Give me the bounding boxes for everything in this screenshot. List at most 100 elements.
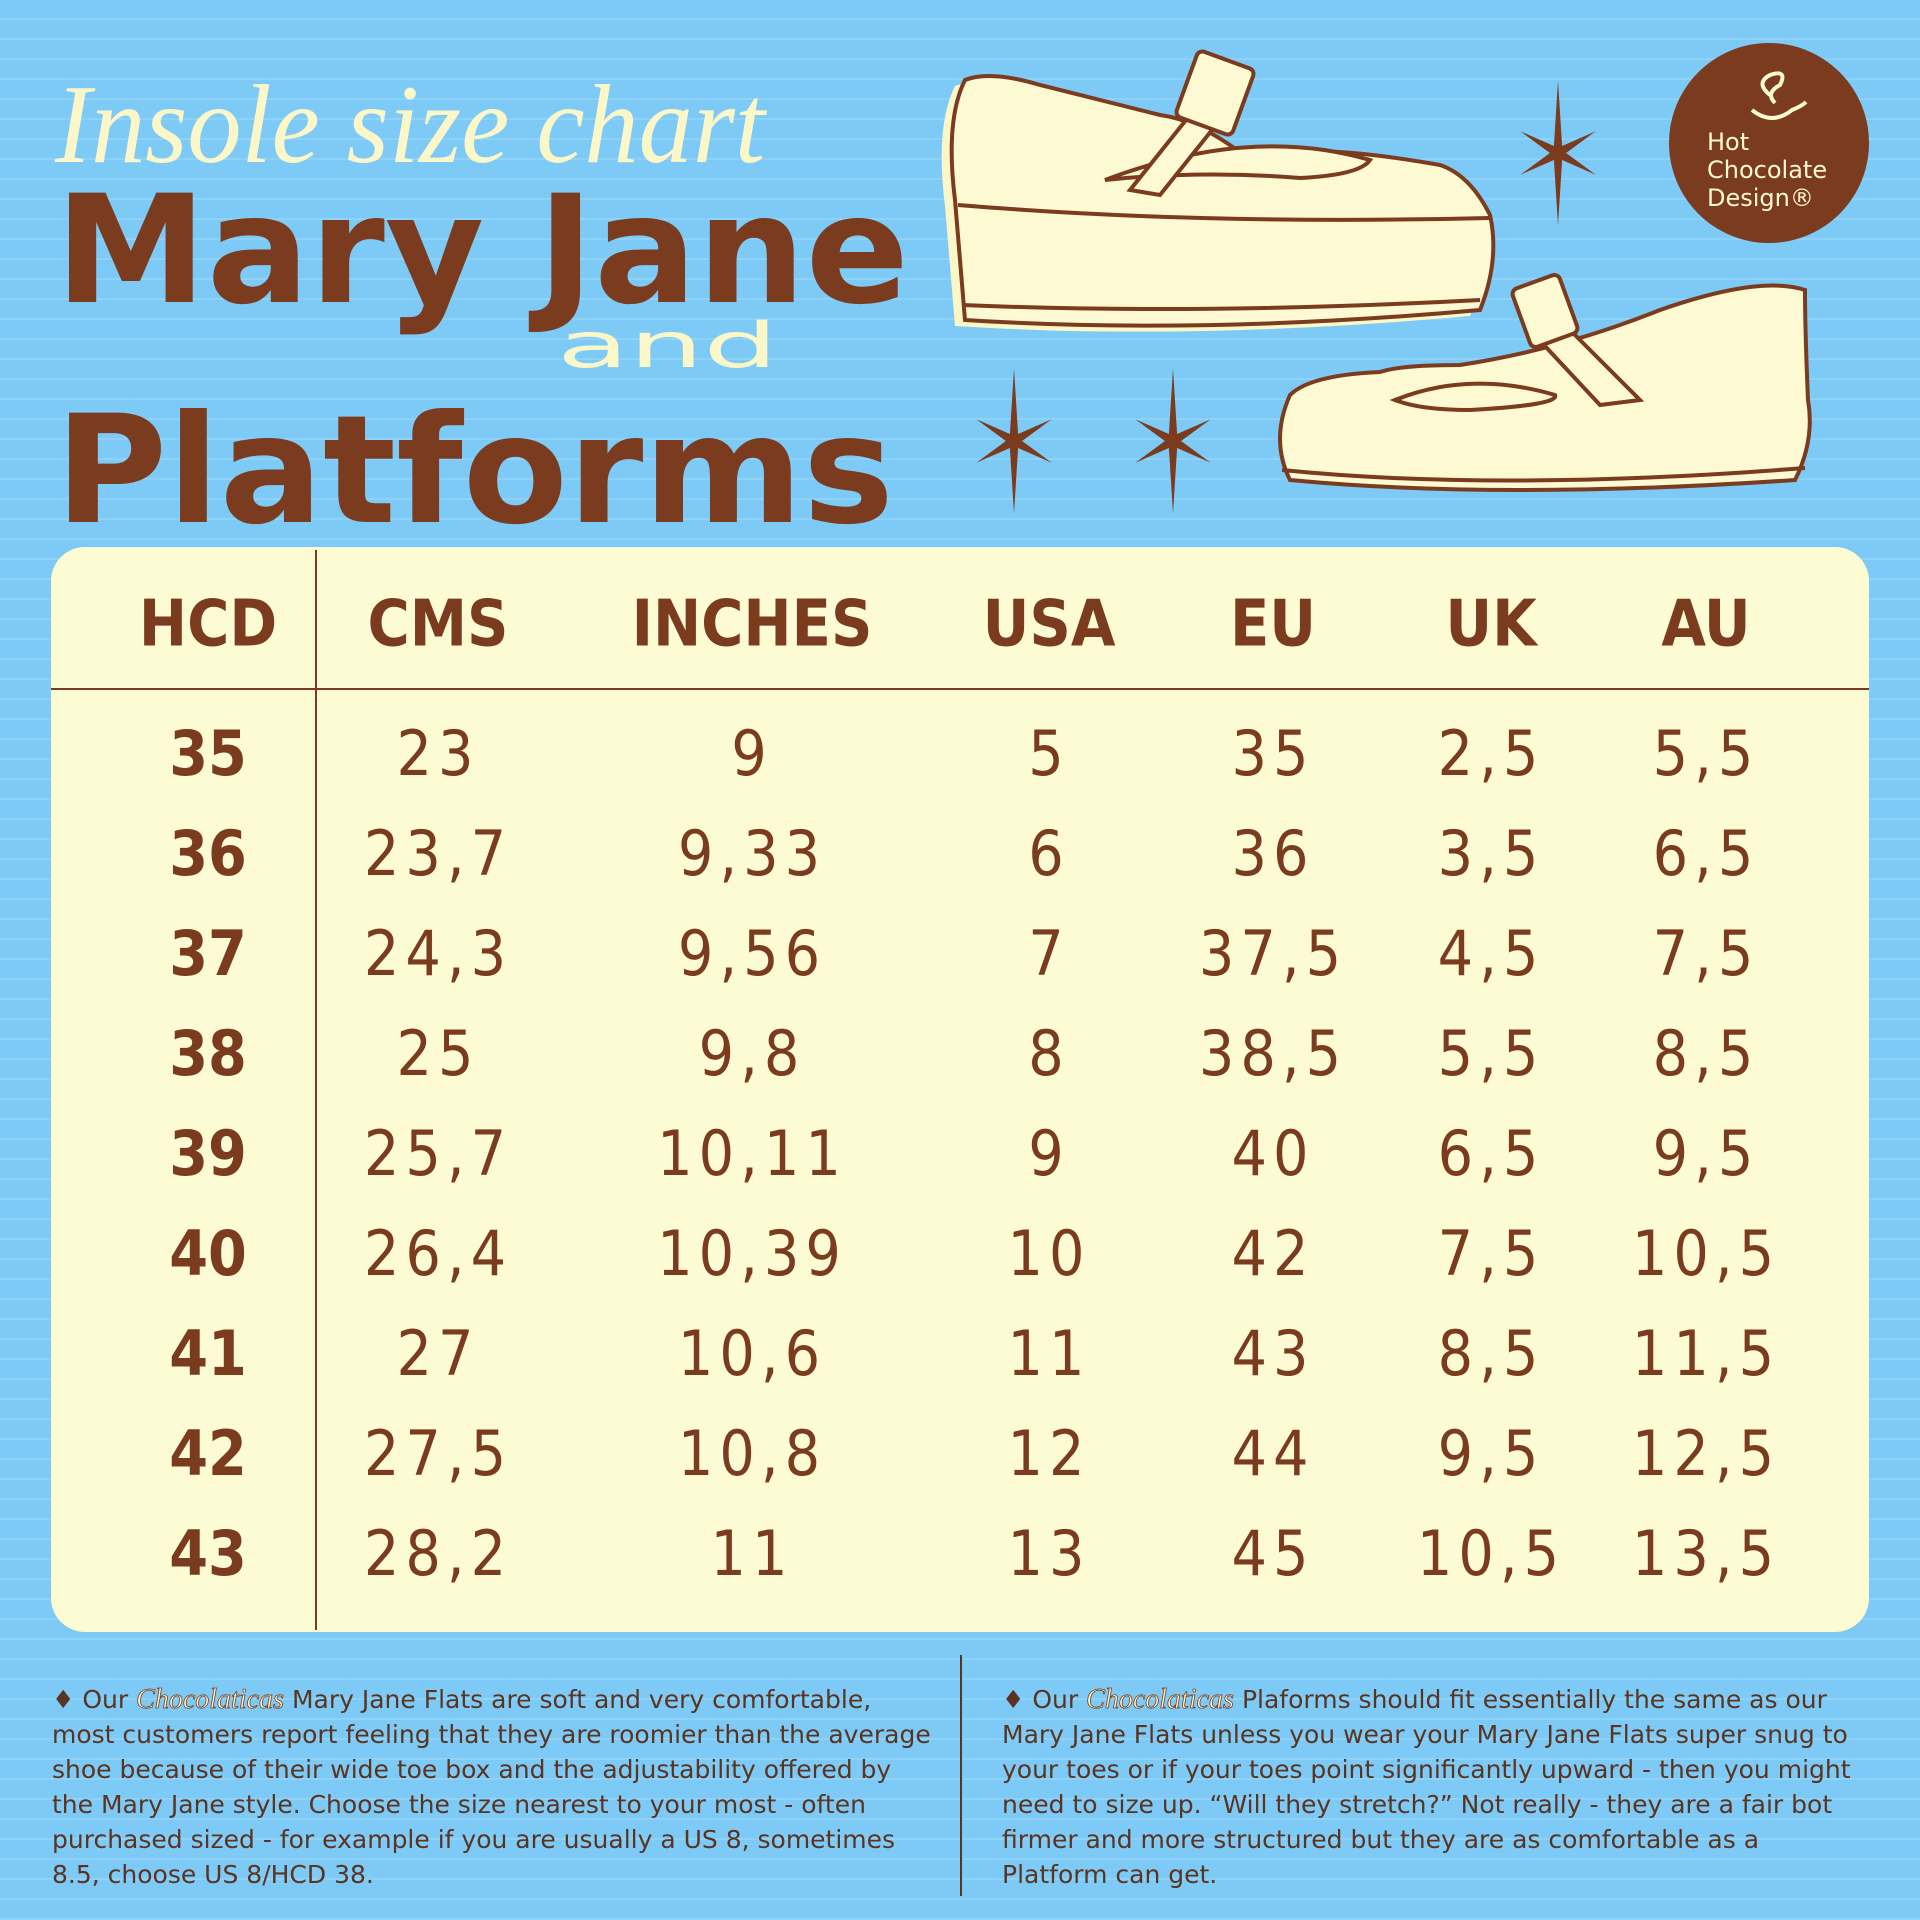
column-header: CMS bbox=[367, 588, 508, 662]
column-header: INCHES bbox=[632, 588, 873, 662]
row-header: 40 bbox=[169, 1217, 247, 1290]
table-cell: 42 bbox=[1232, 1217, 1315, 1290]
note-prefix: ♦ Our bbox=[52, 1685, 129, 1714]
table-cell: 9 bbox=[731, 717, 772, 790]
table-cell: 26,4 bbox=[364, 1217, 512, 1290]
title-connector: and bbox=[557, 309, 778, 382]
note-text: Plaforms should fit essentially the same… bbox=[1242, 1685, 1828, 1714]
logo-badge bbox=[1669, 43, 1869, 243]
table-cell: 10,5 bbox=[1632, 1217, 1780, 1290]
table-cell: 13 bbox=[1008, 1517, 1091, 1590]
note-line: most customers report feeling that they … bbox=[52, 1720, 931, 1749]
table-cell: 37,5 bbox=[1199, 917, 1347, 990]
table-cell: 38,5 bbox=[1199, 1017, 1347, 1090]
row-header: 39 bbox=[169, 1117, 247, 1190]
table-cell: 36 bbox=[1232, 817, 1315, 890]
table-cell: 10,8 bbox=[678, 1417, 826, 1490]
note-line: ♦ Our Chocolaticas Plaforms should fit ess… bbox=[1002, 1684, 1828, 1715]
row-header: 43 bbox=[169, 1517, 247, 1590]
note-line: the Mary Jane style. Choose the size nea… bbox=[52, 1790, 866, 1819]
table-cell: 11,5 bbox=[1632, 1317, 1780, 1390]
table-cell: 5,5 bbox=[1438, 1017, 1545, 1090]
size-table: HCD CMS INCHES USA EU UK AU 35 23 9 5 35 2,5 5,5 36 23,… bbox=[139, 588, 1780, 1591]
star bbox=[1135, 368, 1211, 514]
table-cell: 5,5 bbox=[1653, 717, 1760, 790]
table-cell: 11 bbox=[711, 1517, 794, 1590]
stars bbox=[976, 80, 1596, 514]
note-line: 8.5, choose US 8/HCD 38. bbox=[52, 1860, 374, 1889]
row-header: 38 bbox=[169, 1017, 247, 1090]
row-header: 37 bbox=[169, 917, 247, 990]
table-cell: 3,5 bbox=[1438, 817, 1545, 890]
table-cell: 43 bbox=[1232, 1317, 1315, 1390]
table-cell: 9,5 bbox=[1653, 1117, 1760, 1190]
table-cell: 13,5 bbox=[1632, 1517, 1780, 1590]
table-cell: 23,7 bbox=[364, 817, 512, 890]
row-header: 41 bbox=[169, 1317, 247, 1390]
shoe-illustration bbox=[941, 49, 1496, 332]
table-cell: 9 bbox=[1028, 1117, 1069, 1190]
column-header: EU bbox=[1230, 588, 1316, 662]
row-header: 36 bbox=[169, 817, 247, 890]
table-cell: 7 bbox=[1028, 917, 1069, 990]
table-cell: 27 bbox=[397, 1317, 480, 1390]
note-line: shoe because of their wide toe box and t… bbox=[52, 1755, 891, 1784]
table-cell: 10,11 bbox=[657, 1117, 847, 1190]
table-cell: 44 bbox=[1232, 1417, 1315, 1490]
table-cell: 9,8 bbox=[699, 1017, 806, 1090]
title: Platforms bbox=[55, 384, 894, 558]
table-cell: 40 bbox=[1232, 1117, 1315, 1190]
table-cell: 10,39 bbox=[657, 1217, 847, 1290]
star bbox=[976, 368, 1052, 514]
brand-name: Chocolaticas bbox=[136, 1684, 284, 1715]
table-cell: 2,5 bbox=[1438, 717, 1545, 790]
table-cell: 5 bbox=[1028, 717, 1069, 790]
script-title: Insole size chart bbox=[54, 63, 768, 187]
note-prefix: ♦ Our bbox=[1002, 1685, 1079, 1714]
table-cell: 9,56 bbox=[678, 917, 826, 990]
table-cell: 7,5 bbox=[1653, 917, 1760, 990]
title: Mary Jane bbox=[55, 164, 909, 338]
table-cell: 25 bbox=[397, 1017, 480, 1090]
row-header: 35 bbox=[169, 717, 247, 790]
logo-text: Hot bbox=[1707, 128, 1749, 156]
table-cell: 6,5 bbox=[1653, 817, 1760, 890]
shoe-illustration bbox=[1278, 273, 1812, 492]
column-header: HCD bbox=[139, 588, 277, 662]
star bbox=[1520, 80, 1596, 226]
logo-text: Chocolate bbox=[1707, 156, 1827, 184]
table-cell: 6,5 bbox=[1438, 1117, 1545, 1190]
note-line: ♦ Our Chocolaticas Mary Jane Flats are sof… bbox=[52, 1684, 871, 1715]
column-header: AU bbox=[1661, 588, 1750, 662]
brand-name: Chocolaticas bbox=[1086, 1684, 1234, 1715]
table-cell: 8,5 bbox=[1438, 1317, 1545, 1390]
table-cell: 27,5 bbox=[364, 1417, 512, 1490]
note-text: Mary Jane Flats are soft and very comfor… bbox=[292, 1685, 871, 1714]
table-cell: 23 bbox=[397, 717, 480, 790]
table-panel bbox=[51, 547, 1869, 1632]
note-line: purchased sized - for example if you are… bbox=[52, 1825, 895, 1854]
logo-cup bbox=[1750, 71, 1808, 120]
table-cell: 4,5 bbox=[1438, 917, 1545, 990]
table-cell: 10 bbox=[1008, 1217, 1091, 1290]
note-line: your toes or if your toes point signific… bbox=[1002, 1755, 1851, 1784]
table-cell: 25,7 bbox=[364, 1117, 512, 1190]
table-cell: 8,5 bbox=[1653, 1017, 1760, 1090]
note-line: Platform can get. bbox=[1002, 1860, 1217, 1889]
note-line: firmer and more structured but they are … bbox=[1002, 1825, 1759, 1854]
logo: Hot Chocolate Design® bbox=[1669, 43, 1869, 243]
table-cell: 12,5 bbox=[1632, 1417, 1780, 1490]
table-cell: 7,5 bbox=[1438, 1217, 1545, 1290]
table-cell: 9,33 bbox=[678, 817, 826, 890]
table-cell: 12 bbox=[1008, 1417, 1091, 1490]
table-cell: 28,2 bbox=[364, 1517, 512, 1590]
table-cell: 10,6 bbox=[678, 1317, 826, 1390]
table-cell: 8 bbox=[1028, 1017, 1069, 1090]
column-header: USA bbox=[983, 588, 1116, 662]
logo-text: Design® bbox=[1707, 184, 1814, 212]
table-cell: 6 bbox=[1028, 817, 1069, 890]
table-cell: 11 bbox=[1008, 1317, 1091, 1390]
note-line: Mary Jane Flats unless you wear your Mar… bbox=[1002, 1720, 1848, 1749]
